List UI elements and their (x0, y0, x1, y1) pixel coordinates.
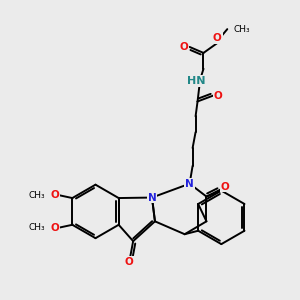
Text: HN: HN (187, 76, 206, 85)
Text: O: O (50, 190, 59, 200)
Text: CH₃: CH₃ (233, 25, 250, 34)
Text: N: N (148, 193, 156, 202)
Text: O: O (213, 33, 222, 43)
Text: O: O (179, 42, 188, 52)
Text: O: O (214, 91, 223, 100)
Text: CH₃: CH₃ (28, 223, 45, 232)
Text: O: O (50, 223, 59, 233)
Text: O: O (125, 257, 134, 267)
Text: N: N (185, 179, 194, 189)
Text: CH₃: CH₃ (28, 190, 45, 200)
Text: O: O (221, 182, 230, 192)
